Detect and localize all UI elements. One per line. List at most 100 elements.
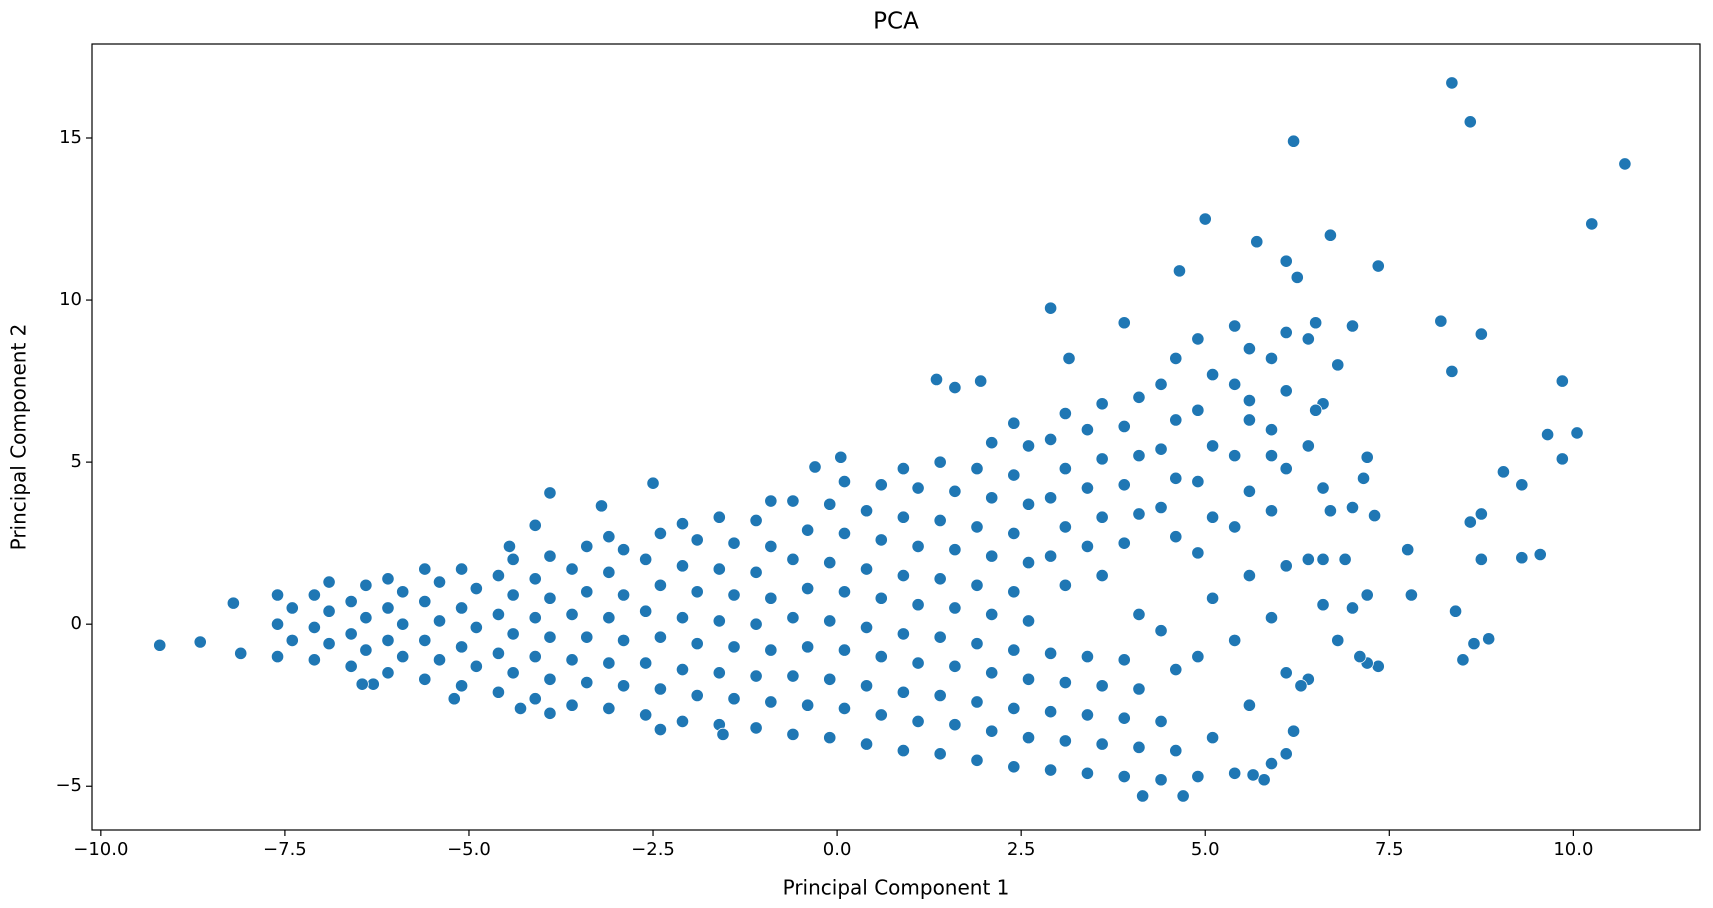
point <box>543 591 557 605</box>
point <box>786 727 800 741</box>
point <box>653 630 667 644</box>
point <box>359 611 373 625</box>
point <box>513 701 528 716</box>
point <box>1345 500 1360 515</box>
point <box>1007 643 1021 657</box>
point <box>1136 789 1150 803</box>
point <box>1515 478 1529 492</box>
point <box>933 455 947 469</box>
point <box>834 450 848 464</box>
point <box>1198 212 1212 226</box>
point <box>616 633 631 647</box>
point <box>675 662 690 677</box>
x-tick-label: 5.0 <box>1191 839 1220 860</box>
point <box>1360 588 1374 602</box>
point <box>948 718 962 732</box>
point <box>1117 536 1131 550</box>
point <box>1264 351 1279 365</box>
point <box>1080 649 1095 664</box>
point <box>764 643 778 657</box>
point <box>1367 508 1382 523</box>
point <box>616 679 631 693</box>
point <box>1257 773 1271 787</box>
point <box>639 656 653 670</box>
point <box>469 659 483 673</box>
point <box>1021 672 1036 686</box>
point <box>491 685 506 699</box>
point <box>1080 766 1095 780</box>
point <box>381 601 395 615</box>
point <box>874 533 888 547</box>
point <box>226 596 240 610</box>
point <box>985 436 999 450</box>
point <box>948 659 962 673</box>
point <box>974 374 988 388</box>
point <box>1191 649 1205 664</box>
point <box>1331 633 1345 647</box>
point <box>1301 552 1315 566</box>
point <box>491 607 506 622</box>
point <box>1080 481 1095 495</box>
point <box>1290 270 1304 284</box>
point <box>764 591 778 605</box>
point <box>1496 465 1511 479</box>
point <box>948 484 962 498</box>
point <box>506 666 520 680</box>
point <box>432 575 447 589</box>
point <box>1117 653 1131 667</box>
point <box>1555 374 1569 388</box>
point <box>1323 228 1337 242</box>
point <box>1044 549 1058 563</box>
point <box>1338 552 1352 566</box>
point <box>896 462 910 476</box>
point <box>432 653 447 667</box>
point <box>933 630 947 644</box>
chart-title: PCA <box>873 9 919 35</box>
point <box>985 491 999 505</box>
point <box>874 649 888 664</box>
point <box>1264 504 1279 518</box>
point <box>823 614 837 628</box>
point <box>1062 351 1076 365</box>
x-tick-label: −5.0 <box>447 839 491 860</box>
point <box>1618 157 1632 171</box>
point <box>359 578 373 592</box>
point <box>1316 481 1330 495</box>
point <box>1309 403 1323 417</box>
point <box>985 549 999 563</box>
point <box>712 614 726 628</box>
point <box>1021 731 1036 745</box>
point <box>432 614 447 628</box>
point <box>602 656 616 670</box>
point <box>1176 789 1190 803</box>
point <box>418 672 432 686</box>
point <box>1279 747 1293 761</box>
point <box>322 637 336 651</box>
point <box>970 462 984 476</box>
point <box>447 692 461 706</box>
point <box>1058 578 1072 592</box>
point <box>602 611 616 625</box>
point <box>1172 264 1187 278</box>
point <box>985 607 999 622</box>
x-axis-label: Principal Component 1 <box>783 876 1010 900</box>
point <box>1474 507 1488 521</box>
point <box>580 539 594 553</box>
point <box>396 617 410 631</box>
point <box>823 672 837 686</box>
point <box>1540 427 1555 442</box>
point <box>727 536 741 550</box>
point <box>1286 724 1301 738</box>
point <box>653 578 667 592</box>
point <box>911 656 925 670</box>
point <box>1007 416 1021 430</box>
point <box>929 372 944 387</box>
point <box>1474 552 1488 566</box>
point <box>594 499 609 513</box>
point <box>801 698 815 712</box>
point <box>874 708 888 722</box>
point <box>801 581 815 596</box>
point <box>1117 419 1131 434</box>
point <box>491 568 506 583</box>
